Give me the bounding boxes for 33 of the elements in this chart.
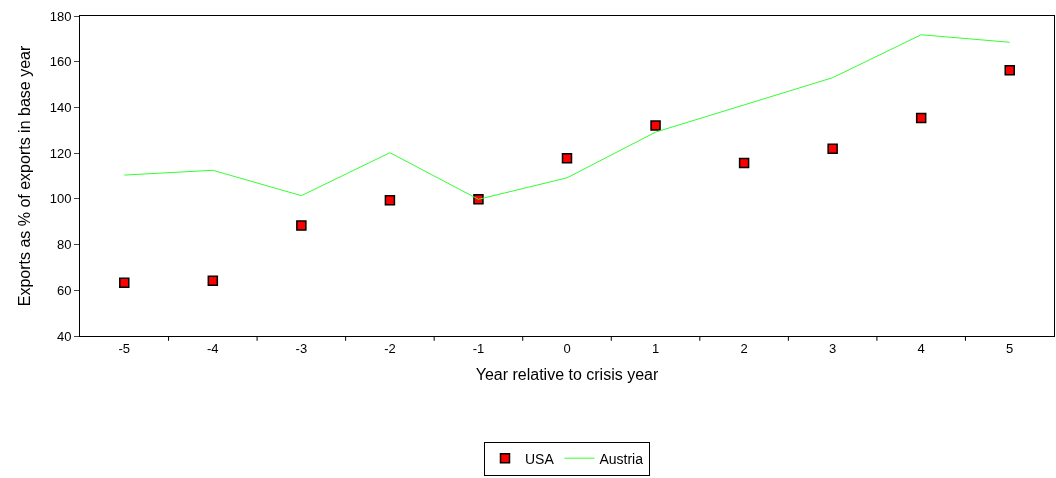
x-tick-label: 1 xyxy=(651,340,660,356)
legend-label: Austria xyxy=(599,450,644,467)
y-tick-label: 120 xyxy=(49,145,72,161)
y-tick-label: 160 xyxy=(49,54,72,70)
point xyxy=(915,112,927,124)
point xyxy=(650,120,661,131)
point xyxy=(296,220,307,231)
point xyxy=(738,157,750,169)
x-tick-label: -5 xyxy=(118,340,131,356)
x-tick-label: -4 xyxy=(207,340,219,356)
x-tick-label: -2 xyxy=(384,340,396,356)
x-tick-label: -3 xyxy=(295,340,308,356)
point xyxy=(827,143,838,155)
y-tick-label: 40 xyxy=(56,328,72,344)
legend-label: USA xyxy=(525,450,555,467)
point xyxy=(561,152,573,164)
point xyxy=(1004,64,1015,76)
y-tick-label: 140 xyxy=(49,99,72,115)
x-axis-title: Year relative to crisis year xyxy=(475,366,659,384)
y-axis-title: Exports as % of exports in base year xyxy=(15,45,33,307)
y-tick-label: 100 xyxy=(49,191,72,207)
y-tick-label: 60 xyxy=(56,282,72,298)
y-tick-label: 80 xyxy=(56,237,72,253)
point xyxy=(384,194,396,206)
point xyxy=(207,275,219,286)
y-tick-label: 180 xyxy=(49,8,72,24)
point xyxy=(119,277,130,288)
x-tick-label: 5 xyxy=(1006,340,1014,356)
x-tick-label: 3 xyxy=(829,340,837,356)
x-tick-label: 2 xyxy=(740,340,748,356)
x-tick-label: -1 xyxy=(472,340,485,356)
x-tick-label: 4 xyxy=(917,340,925,356)
x-tick-label: 0 xyxy=(563,340,571,356)
